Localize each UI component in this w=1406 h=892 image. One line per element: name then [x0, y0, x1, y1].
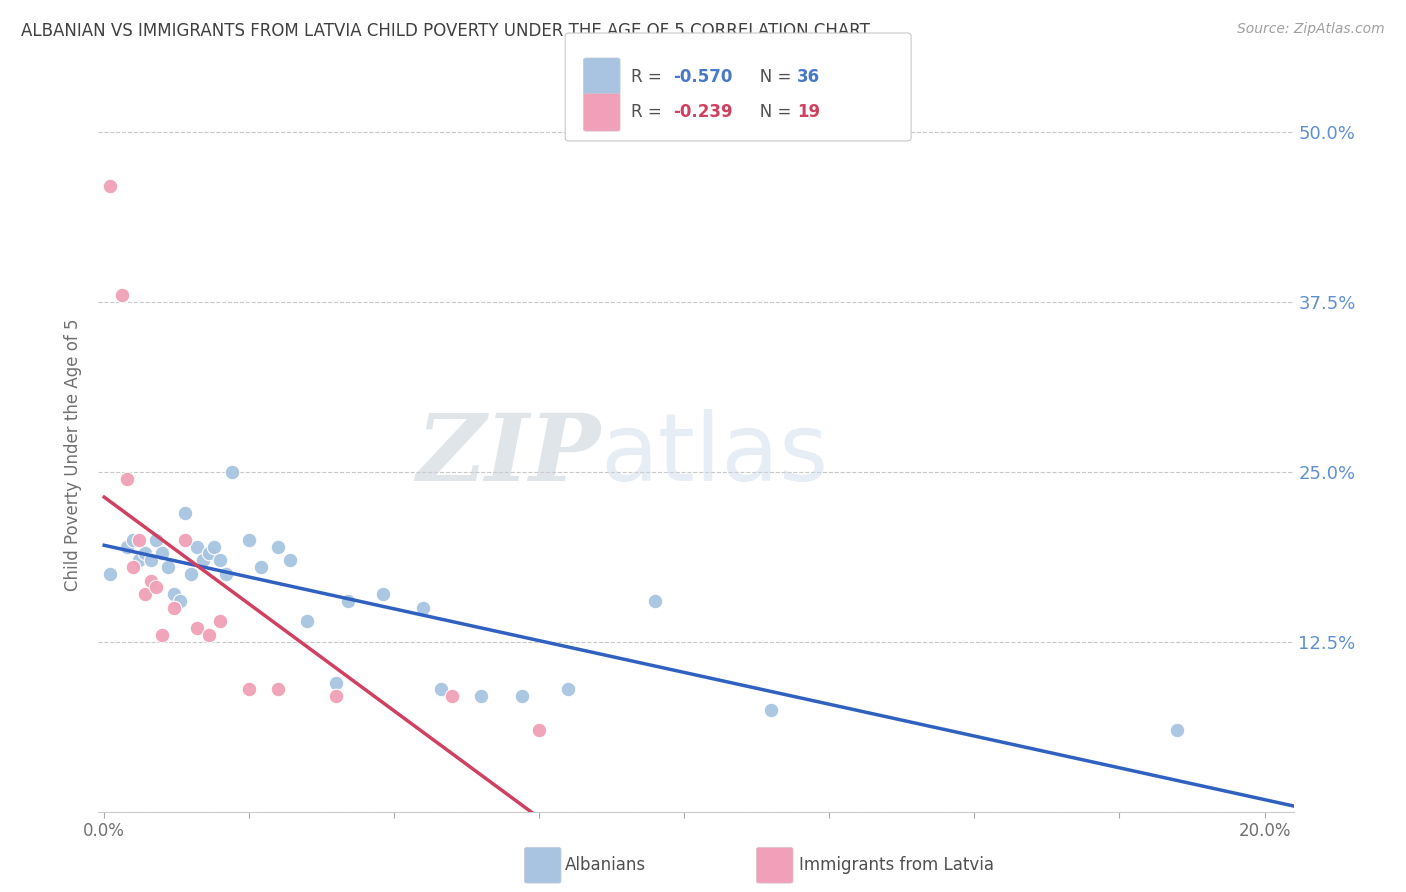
Point [441, 689, 464, 703]
Text: -0.570: -0.570 [673, 68, 733, 86]
Point [557, 682, 579, 697]
Point [134, 546, 156, 560]
Point [761, 703, 783, 717]
Point [250, 560, 273, 574]
Point [297, 615, 319, 629]
Point [111, 288, 134, 302]
Point [197, 628, 219, 642]
Point [134, 587, 156, 601]
Point [186, 621, 208, 635]
Text: ALBANIAN VS IMMIGRANTS FROM LATVIA CHILD POVERTY UNDER THE AGE OF 5 CORRELATION : ALBANIAN VS IMMIGRANTS FROM LATVIA CHILD… [21, 22, 870, 40]
Point [145, 581, 167, 595]
Text: Albanians: Albanians [565, 856, 647, 874]
Point [238, 533, 260, 547]
Point [1166, 723, 1188, 738]
Point [371, 587, 394, 601]
Point [128, 553, 150, 567]
Text: Immigrants from Latvia: Immigrants from Latvia [799, 856, 994, 874]
Point [267, 540, 290, 554]
Point [98, 179, 121, 194]
Point [163, 587, 186, 601]
Point [238, 682, 260, 697]
Point [169, 594, 191, 608]
Point [145, 533, 167, 547]
Point [412, 600, 434, 615]
Point [325, 689, 347, 703]
Point [204, 540, 226, 554]
Point [191, 553, 214, 567]
Point [180, 566, 202, 581]
Point [278, 553, 301, 567]
Point [139, 553, 162, 567]
Point [128, 533, 150, 547]
Point [197, 546, 219, 560]
Point [98, 566, 121, 581]
Point [139, 574, 162, 588]
Text: N =: N = [744, 103, 796, 121]
Y-axis label: Child Poverty Under the Age of 5: Child Poverty Under the Age of 5 [65, 318, 83, 591]
Text: ZIP: ZIP [416, 410, 600, 500]
Point [215, 566, 238, 581]
Text: 19: 19 [797, 103, 820, 121]
Point [174, 506, 197, 520]
Point [122, 533, 145, 547]
Text: N =: N = [744, 68, 796, 86]
Point [429, 682, 451, 697]
Point [510, 689, 533, 703]
Text: R =: R = [631, 68, 668, 86]
Point [150, 546, 173, 560]
Point [117, 540, 139, 554]
Point [325, 675, 347, 690]
Point [209, 553, 232, 567]
Text: 36: 36 [797, 68, 820, 86]
Text: Source: ZipAtlas.com: Source: ZipAtlas.com [1237, 22, 1385, 37]
Text: atlas: atlas [600, 409, 828, 501]
Point [470, 689, 492, 703]
Point [117, 472, 139, 486]
Point [186, 540, 208, 554]
Point [163, 600, 186, 615]
Point [157, 560, 180, 574]
Text: -0.239: -0.239 [673, 103, 733, 121]
Point [644, 594, 666, 608]
Point [150, 628, 173, 642]
Point [174, 533, 197, 547]
Point [529, 723, 551, 738]
Text: R =: R = [631, 103, 668, 121]
Point [122, 560, 145, 574]
Point [209, 615, 232, 629]
Point [221, 465, 243, 479]
Point [336, 594, 359, 608]
Point [267, 682, 290, 697]
